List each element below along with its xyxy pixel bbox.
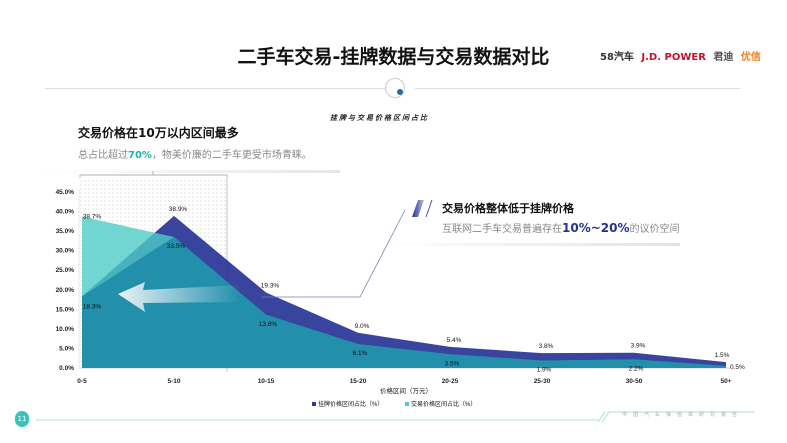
logo-58: 58汽车 [600, 52, 634, 63]
callout-left-suffix: ，物美价廉的二手车更受市场青睐。 [151, 150, 312, 161]
data-label-listing: 38.9% [169, 206, 188, 213]
y-tick-label: 20.0% [56, 287, 75, 294]
legend-swatch-transaction [405, 402, 409, 406]
y-tick-label: 0.0% [59, 365, 74, 372]
callout-right-subtext: 互联网二手车交易普遍存在10%~20%的议价空间 [442, 220, 680, 235]
series-overlap [82, 236, 726, 368]
data-label-listing: 3.9% [631, 343, 646, 350]
y-tick-label: 5.0% [59, 345, 74, 352]
data-label-listing: 1.5% [715, 352, 730, 359]
logos: 58汽车 J.D. POWER 君迪 优信 [600, 48, 765, 63]
slash-decoration-icon [412, 200, 424, 217]
chart-title: 挂牌与交易价格区间占比 [330, 114, 429, 122]
legend-transaction: 交易价格区间占比（%） [411, 400, 476, 408]
slash-decoration-line [425, 199, 433, 218]
callout-right-prefix: 互联网二手车交易普遍存在 [442, 224, 562, 235]
y-tick-label: 10.0% [56, 326, 75, 333]
footer-slash [597, 411, 606, 423]
callout-left-prefix: 总占比超过 [78, 150, 128, 161]
data-label-transaction: 0.5% [730, 364, 745, 371]
x-tick-label: 15-20 [350, 378, 367, 385]
divider-circle [385, 78, 405, 98]
data-label-transaction: 13.6% [259, 321, 278, 328]
data-label-listing: 19.3% [261, 283, 280, 290]
y-tick-label: 15.0% [56, 306, 75, 313]
data-label-transaction: 3.5% [445, 360, 460, 367]
y-tick-label: 45.0% [56, 189, 75, 196]
callout-right-highlight: 10%~20% [562, 221, 630, 235]
y-tick-label: 40.0% [56, 209, 75, 216]
data-label-transaction: 38.7% [83, 214, 102, 221]
y-tick-label: 35.0% [56, 228, 75, 235]
divider-dot [397, 89, 403, 95]
x-tick-label: 0-5 [77, 378, 87, 385]
callout-left-headline: 交易价格在10万以内区间最多 [78, 126, 239, 140]
divider [45, 88, 395, 89]
x-tick-label: 30-50 [626, 378, 643, 385]
bracket [79, 174, 228, 178]
legend-listing: 挂牌价格区间占比（%） [318, 400, 383, 408]
callout-connector [262, 209, 406, 298]
data-label-transaction: 33.5% [167, 243, 186, 250]
data-label-listing: 18.3% [83, 303, 102, 310]
y-tick-label: 30.0% [56, 248, 75, 255]
shadow-bar [40, 170, 340, 173]
page-title: 二手车交易-挂牌数据与交易数据对比 [237, 46, 550, 68]
x-tick-label: 50+ [720, 378, 731, 385]
arrow-left-icon [118, 282, 240, 312]
data-label-transaction: 1.9% [537, 367, 552, 374]
data-label-transaction: 2.2% [629, 365, 644, 372]
y-tick-label: 25.0% [56, 267, 75, 274]
footer-text: 中国汽车保值率研究报告 [622, 412, 744, 418]
legend-swatch-listing [312, 402, 316, 406]
data-label-transaction: 6.1% [353, 350, 368, 357]
callout-left-subtext: 总占比超过70%，物美价廉的二手车更受市场青睐。 [78, 146, 312, 161]
data-label-listing: 9.0% [355, 323, 370, 330]
x-tick-label: 10-15 [258, 378, 275, 385]
logo-jundi: 君迪 [713, 52, 734, 63]
footer-line-right [601, 411, 755, 423]
callout-right-headline: 交易价格整体低于挂牌价格 [442, 202, 574, 215]
x-axis-label: 价格区间（万元） [380, 386, 432, 395]
callout-right-suffix: 的议价空间 [629, 224, 680, 235]
divider [415, 88, 740, 89]
logo-jdpower: J.D. POWER [641, 52, 706, 63]
logo-youxin: 优信 [740, 52, 761, 63]
shadow-bar [380, 243, 680, 246]
x-tick-label: 25-30 [534, 378, 551, 385]
callout-left-highlight: 70% [128, 150, 152, 161]
x-tick-label: 20-25 [442, 378, 459, 385]
data-label-listing: 5.4% [447, 337, 462, 344]
x-tick-label: 5-10 [167, 378, 180, 385]
data-label-listing: 3.8% [539, 343, 554, 350]
page-number: 11 [15, 411, 29, 427]
